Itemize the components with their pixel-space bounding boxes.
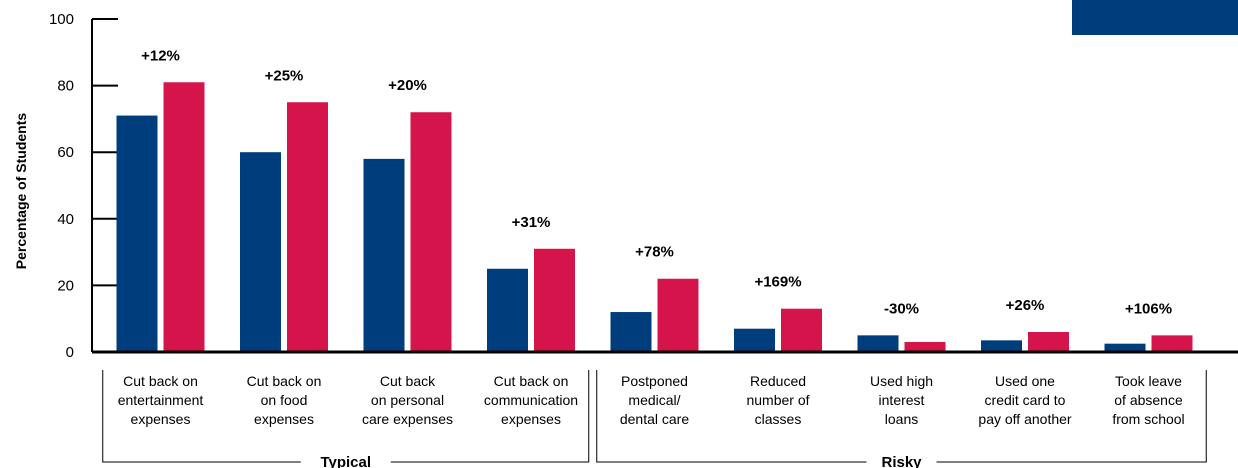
group-label: Typical bbox=[320, 454, 371, 468]
category-label: loans bbox=[885, 411, 918, 427]
bar-series-2 bbox=[410, 112, 452, 353]
category-label: expenses bbox=[254, 411, 314, 427]
bar-series-1 bbox=[734, 328, 775, 352]
category-label: from school bbox=[1112, 411, 1184, 427]
category-label: expenses bbox=[501, 411, 561, 427]
bar-series-1 bbox=[1104, 343, 1146, 352]
group-bracket bbox=[102, 370, 590, 463]
category-label: number of bbox=[746, 392, 809, 408]
bar-series-2 bbox=[534, 248, 575, 352]
group-bracket bbox=[596, 370, 1207, 463]
category-label: Reduced bbox=[750, 373, 806, 389]
category-label: Cut back on bbox=[494, 373, 569, 389]
category-label: medical/ bbox=[628, 392, 680, 408]
category-label: Cut back on bbox=[123, 373, 198, 389]
bar-series-1 bbox=[116, 115, 158, 352]
change-annotation: +12% bbox=[141, 47, 180, 64]
change-annotation: +106% bbox=[1125, 300, 1172, 317]
group-label: Risky bbox=[881, 454, 922, 468]
bar-series-2 bbox=[657, 278, 699, 352]
category-label: credit card to bbox=[985, 392, 1066, 408]
y-tick-label: 40 bbox=[57, 211, 74, 228]
category-label: expenses bbox=[131, 411, 191, 427]
category-label: communication bbox=[484, 392, 578, 408]
legend-swatch bbox=[1072, 0, 1238, 35]
bar-series-1 bbox=[857, 335, 899, 352]
category-label: on food bbox=[261, 392, 308, 408]
y-tick-label: 100 bbox=[49, 11, 74, 28]
y-tick-label: 20 bbox=[57, 277, 74, 294]
bar-series-1 bbox=[487, 268, 528, 352]
change-annotation: +26% bbox=[1006, 297, 1045, 314]
category-label: dental care bbox=[620, 411, 689, 427]
change-annotation: +20% bbox=[388, 77, 427, 94]
bar-series-2 bbox=[287, 102, 328, 352]
bar-series-1 bbox=[363, 158, 405, 352]
y-tick-label: 60 bbox=[57, 144, 74, 161]
category-label: Took leave bbox=[1115, 373, 1182, 389]
category-label: care expenses bbox=[362, 411, 453, 427]
bar-series-2 bbox=[1151, 335, 1193, 352]
y-tick-label: 0 bbox=[66, 344, 74, 361]
bar-series-1 bbox=[610, 312, 652, 352]
category-label: on personal bbox=[371, 392, 444, 408]
change-annotation: +78% bbox=[635, 244, 674, 261]
bar-series-2 bbox=[1028, 332, 1069, 352]
bar-series-2 bbox=[163, 82, 205, 353]
change-annotation: +169% bbox=[754, 274, 801, 291]
bar-series-2 bbox=[781, 308, 822, 352]
category-label: Postponed bbox=[621, 373, 688, 389]
change-annotation: +25% bbox=[265, 67, 304, 84]
category-label: pay off another bbox=[978, 411, 1071, 427]
category-label: of absence bbox=[1114, 392, 1183, 408]
category-label: Used high bbox=[870, 373, 933, 389]
category-label: Cut back on bbox=[247, 373, 322, 389]
change-annotation: +31% bbox=[512, 214, 551, 231]
category-label: interest bbox=[879, 392, 925, 408]
y-axis-label: Percentage of Students bbox=[13, 113, 29, 270]
category-label: Used one bbox=[995, 373, 1055, 389]
category-label: Cut back bbox=[380, 373, 436, 389]
bar-series-2 bbox=[904, 342, 946, 352]
category-label: classes bbox=[755, 411, 802, 427]
y-tick-label: 80 bbox=[57, 78, 74, 95]
bar-series-1 bbox=[240, 152, 281, 352]
bar-series-1 bbox=[981, 340, 1022, 352]
category-label: entertainment bbox=[118, 392, 204, 408]
change-annotation: -30% bbox=[884, 300, 919, 317]
